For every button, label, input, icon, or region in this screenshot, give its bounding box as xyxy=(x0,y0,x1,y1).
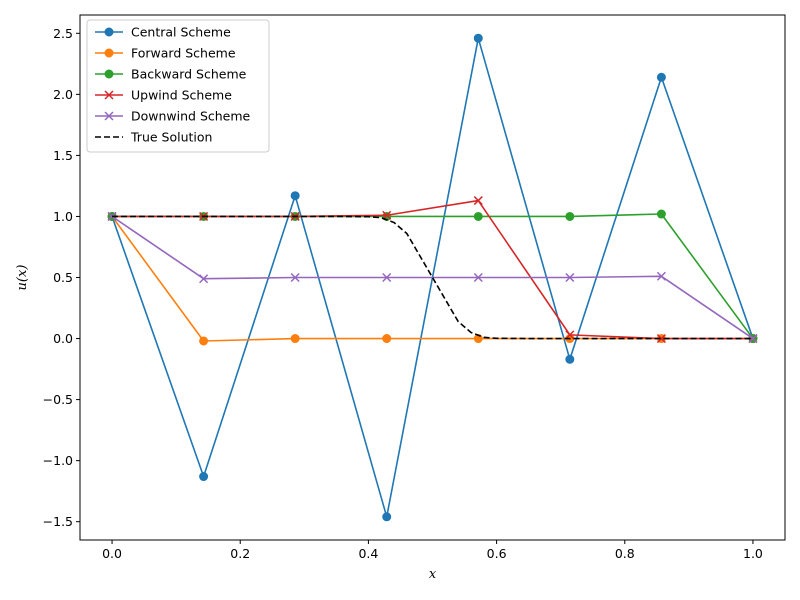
legend-marker xyxy=(104,69,114,79)
forward-scheme-point xyxy=(382,334,392,344)
x-axis-ticks: 0.0 0.2 0.4 0.6 0.8 1.0 xyxy=(102,540,763,561)
y-tick-label: 0.0 xyxy=(53,331,73,346)
legend-marker xyxy=(104,111,114,121)
x-tick-label: 0.2 xyxy=(230,546,250,561)
y-tick-label: −0.5 xyxy=(43,392,73,407)
plot-area xyxy=(107,33,758,522)
y-axis-label: u(x) xyxy=(15,265,30,291)
x-tick-label: 0.8 xyxy=(615,546,635,561)
y-tick-label: 1.5 xyxy=(53,148,73,163)
upwind-scheme-series xyxy=(107,196,758,344)
upwind-scheme-point xyxy=(656,334,666,344)
downwind-scheme-point xyxy=(565,272,575,283)
legend-marker xyxy=(104,48,114,58)
upwind-scheme-line xyxy=(112,199,753,340)
x-axis-label: x xyxy=(429,567,437,582)
x-tick-label: 0.6 xyxy=(487,546,507,561)
downwind-scheme-point xyxy=(748,334,758,344)
backward-scheme-point xyxy=(565,211,575,221)
central-scheme-point xyxy=(199,472,209,482)
downwind-scheme-line xyxy=(111,215,754,340)
central-scheme-point xyxy=(382,512,392,522)
downwind-scheme-series xyxy=(107,211,758,344)
legend-label: Backward Scheme xyxy=(131,67,247,82)
legend-entry-backward-scheme: Backward Scheme xyxy=(95,67,247,82)
downwind-scheme-point xyxy=(473,272,483,283)
forward-scheme-point xyxy=(290,334,300,344)
x-tick-label: 0.4 xyxy=(358,546,378,561)
central-scheme-point xyxy=(656,72,666,82)
legend-label: Central Scheme xyxy=(131,25,231,40)
legend: Central Scheme Forward Scheme Backward Sch… xyxy=(86,19,270,153)
y-tick-label: 2.5 xyxy=(53,26,73,41)
y-tick-label: 2.0 xyxy=(53,87,73,102)
legend-entry-true-solution: True Solution xyxy=(95,130,212,145)
central-scheme-point xyxy=(473,33,483,43)
downwind-scheme-point xyxy=(382,272,392,283)
legend-marker xyxy=(104,27,114,37)
downwind-scheme-point xyxy=(290,272,300,283)
legend-label: Forward Scheme xyxy=(131,46,236,61)
upwind-scheme-point xyxy=(473,196,483,206)
legend-entry-downwind-scheme: Downwind Scheme xyxy=(95,109,251,124)
backward-scheme-point xyxy=(656,209,666,219)
y-tick-label: 0.5 xyxy=(53,270,73,285)
legend-label: Upwind Scheme xyxy=(131,88,232,103)
y-tick-label: −1.5 xyxy=(43,514,73,529)
forward-scheme-point xyxy=(199,336,209,346)
legend-entry-upwind-scheme: Upwind Scheme xyxy=(95,88,232,103)
central-scheme-point xyxy=(290,191,300,201)
central-scheme-point xyxy=(565,354,575,364)
y-tick-label: −1.0 xyxy=(43,453,73,468)
downwind-scheme-point xyxy=(199,274,209,284)
y-axis-ticks: −1.5 −1.0 −0.5 0.0 0.5 1.0 1.5 2.0 2.5 xyxy=(43,26,80,529)
legend-marker xyxy=(104,90,114,100)
x-tick-label: 1.0 xyxy=(743,546,763,561)
legend-entry-forward-scheme: Forward Scheme xyxy=(95,46,236,61)
legend-entry-central-scheme: Central Scheme xyxy=(95,25,231,40)
upwind-scheme-point xyxy=(565,330,575,340)
backward-scheme-point xyxy=(473,211,483,221)
x-tick-label: 0.0 xyxy=(102,546,122,561)
legend-label: Downwind Scheme xyxy=(131,109,251,124)
legend-box xyxy=(86,19,270,153)
y-tick-label: 1.0 xyxy=(53,209,73,224)
legend-label: True Solution xyxy=(130,130,212,145)
downwind-scheme-point xyxy=(656,271,666,281)
downwind-scheme-point xyxy=(107,211,117,221)
